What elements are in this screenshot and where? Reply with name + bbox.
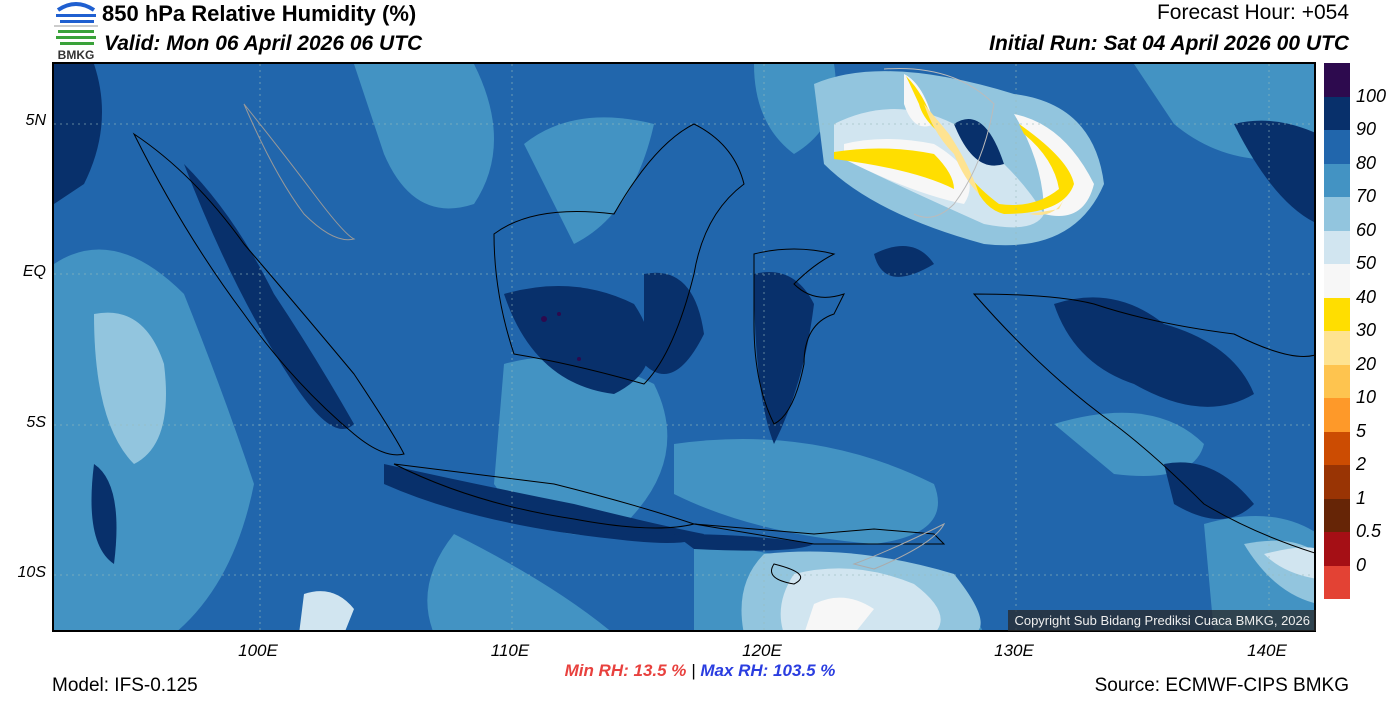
rh-100-regions [541, 312, 581, 361]
colorbar-label: 80 [1356, 152, 1377, 173]
colorbar-swatch [1324, 96, 1350, 130]
colorbar-label: 70 [1356, 186, 1377, 206]
colorbar-swatch [1324, 465, 1350, 499]
colorbar-label: 1 [1356, 487, 1367, 508]
max-rh: Max RH: 103.5 % [700, 661, 836, 680]
lon-label-140e: 140E [1247, 641, 1287, 660]
colorbar-swatch [1324, 331, 1350, 365]
colorbar-swatch [1324, 63, 1350, 97]
initial-run: Initial Run: Sat 04 April 2026 00 UTC [989, 32, 1349, 55]
min-rh: Min RH: 13.5 % [564, 661, 687, 680]
colorbar-label: 100 [1356, 85, 1387, 106]
colorbar-swatch [1324, 364, 1350, 398]
bmkg-logo: BMKG [54, 2, 98, 62]
valid-time: Valid: Mon 06 April 2026 06 UTC [104, 32, 423, 55]
lat-label-10s: 10S [17, 564, 46, 581]
colorbar-swatch [1324, 163, 1350, 197]
colorbar [1324, 63, 1350, 599]
colorbar-label: 90 [1356, 119, 1377, 139]
model-label: Model: IFS-0.125 [52, 675, 198, 696]
lon-label-100e: 100E [238, 641, 278, 660]
colorbar-swatch [1324, 264, 1350, 298]
colorbar-swatch [1324, 431, 1350, 465]
colorbar-label: 60 [1356, 219, 1377, 240]
colorbar-swatch [1324, 398, 1350, 432]
colorbar-label: 0 [1356, 554, 1367, 575]
forecast-hour: Forecast Hour: +054 [1156, 1, 1349, 24]
colorbar-label: 20 [1356, 353, 1377, 374]
copyright: Copyright Sub Bidang Prediksi Cuaca BMKG… [1008, 610, 1316, 631]
lat-label-5n: 5N [25, 112, 46, 129]
lon-label-120e: 120E [742, 641, 782, 660]
colorbar-label: 10 [1356, 387, 1377, 407]
lon-label-110e: 110E [490, 641, 530, 660]
colorbar-swatch [1324, 197, 1350, 231]
colorbar-swatch [1324, 498, 1350, 532]
colorbar-swatch [1324, 130, 1350, 164]
rh-90-100-regions [54, 64, 1314, 564]
colorbar-swatch [1324, 532, 1350, 566]
lat-label-5s: 5S [26, 414, 46, 431]
colorbar-label: 30 [1356, 320, 1377, 340]
colorbar-label: 5 [1356, 420, 1367, 441]
min-max-rh: Min RH: 13.5 % | Max RH: 103.5 % [0, 661, 1400, 681]
humidity-map [52, 62, 1316, 632]
chart-title: 850 hPa Relative Humidity (%) [102, 1, 417, 26]
rh-30-40-regions [834, 76, 1074, 214]
colorbar-label: 2 [1356, 454, 1367, 474]
coastlines [132, 67, 1314, 585]
lon-label-130e: 130E [994, 641, 1034, 660]
colorbar-swatch [1324, 297, 1350, 331]
separator: | [691, 661, 696, 680]
colorbar-swatch [1324, 565, 1350, 599]
source-label: Source: ECMWF-CIPS BMKG [1094, 675, 1349, 696]
svg-text:BMKG: BMKG [58, 48, 95, 62]
colorbar-label: 0.5 [1356, 521, 1382, 541]
rh-20-30-regions [924, 104, 1064, 215]
colorbar-swatch [1324, 230, 1350, 264]
grid-lines [54, 64, 1314, 630]
lat-label-eq: EQ [22, 263, 46, 280]
colorbar-label: 40 [1356, 286, 1377, 307]
colorbar-label: 50 [1356, 253, 1377, 273]
